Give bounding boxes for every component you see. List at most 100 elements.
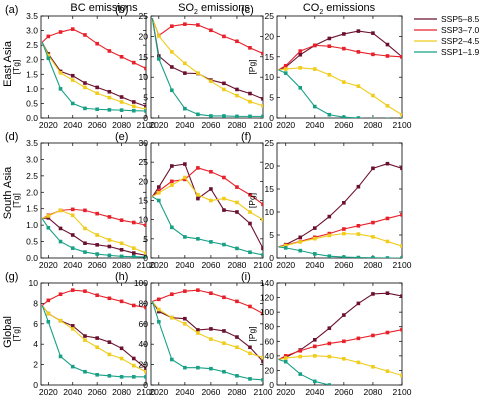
data-point-ssp1-1-9	[327, 112, 332, 117]
y-tick-label: 60	[139, 319, 149, 329]
data-point-ssp2-4-5	[385, 369, 390, 373]
y-tick-label: 25	[265, 11, 275, 21]
y-tick-label: 100	[134, 278, 148, 288]
y-tick-label: 40	[265, 351, 275, 361]
series-line-ssp5-8-5	[41, 305, 146, 370]
data-point-ssp1-1-9	[222, 369, 226, 374]
data-point-ssp5-8-5	[170, 65, 174, 69]
legend-item: SSP1–1.9	[414, 47, 480, 57]
series-group	[41, 288, 146, 379]
data-point-ssp1-1-9	[327, 383, 332, 385]
series-line-ssp1-1-9	[41, 218, 146, 258]
y-tick-label: 2.5	[26, 171, 38, 181]
series-line-ssp1-1-9	[41, 42, 146, 112]
series-line-ssp3-7-0	[151, 167, 263, 205]
data-point-ssp5-8-5	[144, 366, 146, 371]
y-tick-label: 10	[265, 72, 275, 82]
data-point-ssp1-1-9	[83, 369, 87, 374]
x-tick-label: 2060	[334, 260, 353, 270]
data-point-ssp2-4-5	[131, 246, 136, 250]
data-point-ssp3-7-0	[107, 215, 112, 219]
data-point-ssp2-4-5	[283, 67, 288, 71]
data-point-ssp2-4-5	[170, 315, 174, 320]
data-point-ssp2-4-5	[209, 79, 213, 84]
data-point-ssp1-1-9	[70, 101, 75, 106]
x-tick-label: 2020	[276, 120, 295, 130]
y-tick-label: 100	[260, 307, 274, 317]
data-point-ssp2-4-5	[312, 67, 317, 71]
panel-label: (g)	[5, 271, 18, 283]
data-point-ssp2-4-5	[58, 318, 63, 323]
data-point-ssp2-4-5	[248, 210, 252, 214]
data-point-ssp3-7-0	[235, 39, 239, 44]
data-point-ssp1-1-9	[196, 365, 200, 370]
y-tick-label: 120	[260, 293, 274, 303]
x-tick-label: 2040	[305, 260, 324, 270]
data-point-ssp3-7-0	[385, 330, 390, 335]
series-line-ssp5-8-5	[42, 217, 146, 256]
y-tick-label: 20	[265, 31, 275, 41]
data-point-ssp2-4-5	[400, 112, 402, 117]
x-tick-label: 2040	[175, 260, 194, 270]
data-point-ssp2-4-5	[209, 337, 213, 341]
data-point-ssp2-4-5	[400, 373, 402, 378]
series-line-ssp2-4-5	[152, 176, 263, 221]
y-tick-label: 20	[265, 365, 275, 375]
data-point-ssp5-8-5	[371, 31, 375, 35]
data-point-ssp5-8-5	[385, 161, 390, 166]
data-point-ssp3-7-0	[312, 43, 317, 48]
data-point-ssp2-4-5	[157, 307, 161, 312]
panel-label: (d)	[5, 131, 18, 143]
x-tick-label: 2100	[393, 120, 412, 130]
data-point-ssp3-7-0	[107, 296, 112, 301]
data-point-ssp2-4-5	[144, 369, 146, 374]
data-point-ssp5-8-5	[196, 328, 200, 332]
data-point-ssp3-7-0	[157, 297, 161, 302]
x-tick-label: 2040	[305, 120, 324, 130]
data-point-ssp1-1-9	[95, 373, 99, 377]
data-point-ssp2-4-5	[170, 50, 174, 54]
column-title-so2: SO2 emissions	[178, 2, 250, 16]
y-tick-label: 140	[260, 278, 274, 288]
data-point-ssp1-1-9	[327, 254, 332, 258]
data-point-ssp3-7-0	[183, 289, 187, 293]
series-line-ssp2-4-5	[278, 233, 402, 248]
y-tick-label: 8	[33, 298, 38, 308]
data-point-ssp5-8-5	[83, 81, 87, 85]
data-point-ssp1-1-9	[283, 359, 288, 364]
data-point-ssp2-4-5	[235, 345, 239, 350]
y-tick-label: 2.0	[26, 187, 38, 197]
x-tick-label: 2020	[149, 387, 168, 397]
y-tick-label: 0.5	[26, 98, 38, 108]
y-tick-label: 0.0	[26, 253, 38, 263]
data-point-ssp2-4-5	[342, 231, 346, 236]
y-tick-label: 20	[265, 161, 275, 171]
data-point-ssp1-1-9	[46, 225, 51, 230]
x-tick-label: 2080	[112, 387, 131, 397]
data-point-ssp2-4-5	[183, 61, 187, 66]
data-point-ssp5-8-5	[261, 97, 263, 101]
data-point-ssp5-8-5	[107, 244, 112, 249]
y-tick-label: 5	[269, 93, 274, 103]
data-point-ssp5-8-5	[356, 29, 361, 33]
data-point-ssp3-7-0	[209, 169, 213, 174]
data-point-ssp1-1-9	[248, 377, 252, 381]
series-group	[278, 29, 402, 118]
data-point-ssp1-1-9	[107, 374, 112, 378]
data-point-ssp2-4-5	[248, 351, 252, 356]
y-tick-label: 20	[139, 360, 149, 370]
y-tick-label: 3.0	[26, 154, 38, 164]
data-point-ssp2-4-5	[400, 244, 402, 248]
legend-label: SSP1–1.9	[441, 47, 480, 57]
data-point-ssp2-4-5	[298, 240, 303, 244]
data-point-ssp5-8-5	[209, 327, 213, 331]
x-tick-label: 2060	[88, 260, 107, 270]
data-point-ssp1-1-9	[119, 375, 124, 379]
data-point-ssp5-8-5	[131, 356, 136, 361]
data-point-ssp1-1-9	[371, 255, 375, 258]
data-point-ssp2-4-5	[196, 331, 200, 335]
data-point-ssp3-7-0	[298, 348, 303, 353]
